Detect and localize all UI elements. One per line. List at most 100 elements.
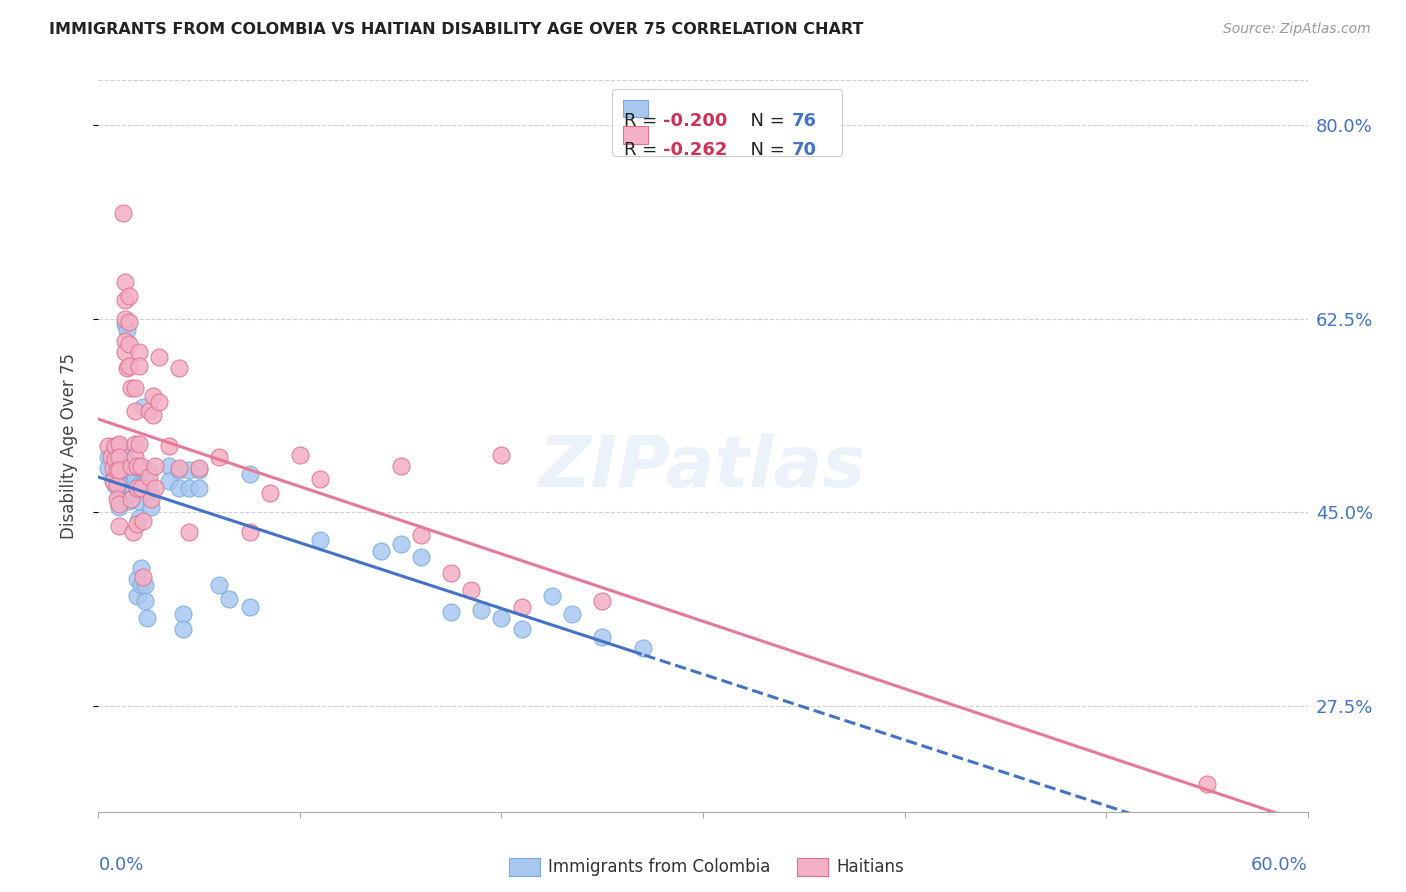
Text: 70: 70 bbox=[792, 141, 817, 159]
Point bbox=[510, 599, 533, 614]
Point bbox=[148, 351, 170, 365]
Point bbox=[1195, 777, 1218, 791]
Point bbox=[128, 494, 150, 508]
Point bbox=[120, 461, 142, 475]
Point bbox=[118, 315, 141, 329]
Text: 60.0%: 60.0% bbox=[1251, 856, 1308, 874]
Point bbox=[114, 450, 136, 464]
Point bbox=[115, 361, 138, 376]
Point bbox=[101, 461, 124, 475]
Legend:                               ,                               : , bbox=[612, 89, 842, 156]
Point bbox=[103, 439, 125, 453]
Text: IMMIGRANTS FROM COLOMBIA VS HAITIAN DISABILITY AGE OVER 75 CORRELATION CHART: IMMIGRANTS FROM COLOMBIA VS HAITIAN DISA… bbox=[49, 22, 863, 37]
Text: 0.0%: 0.0% bbox=[98, 856, 143, 874]
Point bbox=[208, 450, 231, 464]
Point bbox=[125, 516, 148, 531]
Point bbox=[129, 561, 152, 575]
Text: ZIPatlas: ZIPatlas bbox=[540, 434, 866, 502]
Point bbox=[111, 206, 134, 220]
Point bbox=[167, 463, 190, 477]
Point bbox=[124, 381, 146, 395]
Point bbox=[167, 361, 190, 376]
Point bbox=[107, 450, 129, 464]
Y-axis label: Disability Age Over 75: Disability Age Over 75 bbox=[59, 353, 77, 539]
Point bbox=[128, 359, 150, 374]
Point bbox=[105, 477, 128, 491]
Text: N =: N = bbox=[740, 112, 790, 129]
Point bbox=[460, 583, 482, 598]
Point bbox=[128, 511, 150, 525]
Point bbox=[179, 481, 201, 495]
Point bbox=[107, 463, 129, 477]
Point bbox=[101, 475, 124, 489]
Point bbox=[157, 475, 180, 489]
Point bbox=[440, 566, 463, 581]
Point bbox=[138, 463, 160, 477]
Point bbox=[121, 467, 143, 481]
Point bbox=[118, 337, 141, 351]
Point bbox=[97, 450, 120, 464]
Point bbox=[470, 603, 492, 617]
Point bbox=[111, 477, 134, 491]
Point bbox=[110, 450, 132, 464]
Point bbox=[105, 463, 128, 477]
Point bbox=[132, 570, 155, 584]
Point bbox=[132, 401, 155, 415]
Point bbox=[124, 489, 146, 503]
Point bbox=[188, 481, 211, 495]
Point bbox=[172, 607, 194, 622]
Point bbox=[125, 589, 148, 603]
Text: Source: ZipAtlas.com: Source: ZipAtlas.com bbox=[1223, 22, 1371, 37]
Text: -0.200: -0.200 bbox=[664, 112, 727, 129]
Text: Haitians: Haitians bbox=[837, 858, 904, 876]
Point bbox=[139, 492, 162, 507]
Point bbox=[142, 408, 165, 422]
Point bbox=[114, 311, 136, 326]
Point bbox=[105, 492, 128, 507]
Point bbox=[167, 481, 190, 495]
Point bbox=[440, 605, 463, 619]
Point bbox=[101, 444, 124, 458]
Point bbox=[115, 323, 138, 337]
Point bbox=[491, 611, 513, 625]
Point bbox=[309, 533, 332, 548]
Point bbox=[100, 450, 122, 464]
Point bbox=[288, 448, 311, 462]
Point bbox=[107, 489, 129, 503]
Point bbox=[389, 458, 412, 473]
Point bbox=[107, 456, 129, 470]
Point bbox=[409, 549, 432, 564]
Point bbox=[561, 607, 583, 622]
Point bbox=[129, 577, 152, 591]
Point bbox=[107, 500, 129, 514]
Text: R =: R = bbox=[624, 141, 664, 159]
Point bbox=[138, 470, 160, 484]
Point bbox=[135, 611, 157, 625]
Point bbox=[107, 518, 129, 533]
Point bbox=[591, 594, 613, 608]
Point bbox=[103, 452, 125, 467]
Point bbox=[118, 477, 141, 491]
Point bbox=[142, 389, 165, 403]
Text: -0.262: -0.262 bbox=[664, 141, 727, 159]
Point bbox=[239, 599, 262, 614]
Point bbox=[110, 461, 132, 475]
Point bbox=[157, 439, 180, 453]
Point bbox=[103, 477, 125, 491]
Point bbox=[138, 481, 160, 495]
Point bbox=[120, 492, 142, 507]
Point bbox=[139, 485, 162, 500]
Point bbox=[239, 467, 262, 481]
Point bbox=[111, 461, 134, 475]
Point bbox=[128, 477, 150, 491]
Point bbox=[124, 403, 146, 417]
Point bbox=[114, 344, 136, 359]
Point bbox=[118, 289, 141, 303]
Point bbox=[125, 481, 148, 495]
Point bbox=[103, 439, 125, 453]
Point bbox=[218, 591, 240, 606]
Point bbox=[121, 525, 143, 540]
Point bbox=[103, 456, 125, 470]
Point bbox=[121, 483, 143, 498]
Point bbox=[143, 481, 166, 495]
